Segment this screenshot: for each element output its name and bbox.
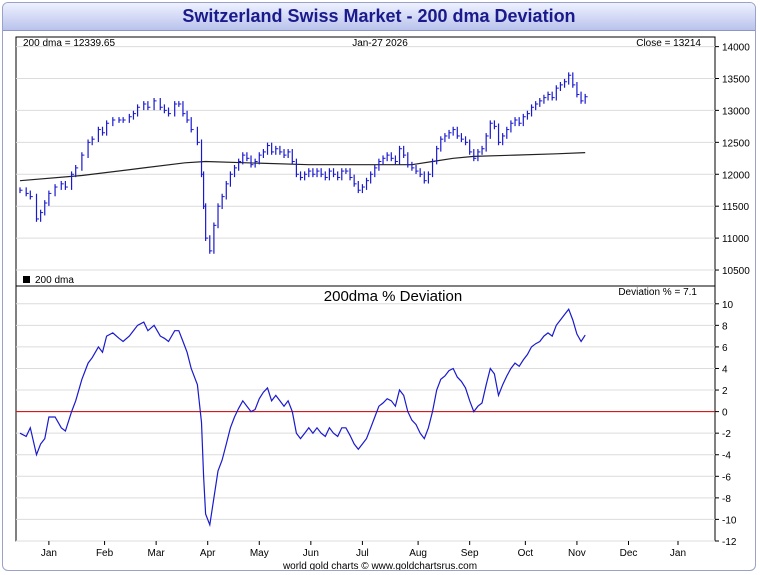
chart-title: Switzerland Swiss Market - 200 dma Devia… bbox=[182, 6, 576, 26]
price-y-tick-label: 12000 bbox=[722, 170, 750, 181]
ma-value-label: 200 dma = 12339.65 bbox=[23, 38, 115, 49]
chart-canvas: 10500 11000 11500 12000 12500 13000 13500 14000… bbox=[15, 36, 750, 571]
footer-credit: world gold charts © www.goldchartsrus.co… bbox=[282, 561, 477, 571]
x-tick-label: Mar bbox=[148, 548, 166, 559]
price-y-tick-label: 12500 bbox=[722, 138, 750, 149]
price-y-tick-label: 13000 bbox=[722, 106, 750, 117]
x-tick-label: Jan bbox=[41, 548, 57, 559]
deviation-y-tick-label: 4 bbox=[722, 364, 728, 375]
deviation-y-tick-label: -8 bbox=[722, 494, 731, 505]
ma-legend-swatch bbox=[23, 276, 30, 283]
x-tick-label: Oct bbox=[518, 548, 534, 559]
price-y-tick-label: 10500 bbox=[722, 266, 750, 277]
ma-legend-label: 200 dma bbox=[35, 275, 74, 286]
deviation-y-tick-label: -4 bbox=[722, 451, 731, 462]
close-value-label: Close = 13214 bbox=[636, 38, 701, 49]
x-tick-label: Sep bbox=[461, 548, 479, 559]
price-y-axis: 10500 11000 11500 12000 12500 13000 13500 14000 bbox=[715, 43, 750, 277]
price-gridlines bbox=[16, 46, 715, 271]
title-bar: Switzerland Swiss Market - 200 dma Devia… bbox=[3, 3, 755, 31]
x-tick-label: May bbox=[250, 548, 269, 559]
date-label: Jan-27 2026 bbox=[352, 38, 408, 49]
price-panel bbox=[15, 36, 716, 287]
deviation-y-tick-label: 6 bbox=[722, 343, 728, 354]
deviation-panel bbox=[15, 285, 716, 542]
price-y-tick-label: 11000 bbox=[722, 234, 750, 245]
deviation-y-tick-label: 2 bbox=[722, 386, 728, 397]
deviation-line bbox=[19, 307, 586, 528]
price-y-tick-label: 13500 bbox=[722, 75, 750, 86]
x-tick-label: Jan bbox=[670, 548, 686, 559]
deviation-y-tick-label: -2 bbox=[722, 429, 731, 440]
deviation-y-axis: -12 -10 -8 -6 -4 -2 0 2 4 6 8 10 bbox=[715, 300, 737, 548]
deviation-value-label: Deviation % = 7.1 bbox=[618, 287, 697, 298]
deviation-y-tick-label: -10 bbox=[722, 515, 737, 526]
x-tick-label: Aug bbox=[409, 548, 427, 559]
price-bars bbox=[19, 72, 588, 254]
deviation-y-tick-label: -12 bbox=[722, 537, 737, 548]
deviation-panel-title: 200dma % Deviation bbox=[324, 288, 462, 305]
x-tick-label: Dec bbox=[620, 548, 638, 559]
x-tick-label: Jul bbox=[356, 548, 369, 559]
price-y-tick-label: 11500 bbox=[722, 202, 750, 213]
deviation-y-tick-label: 0 bbox=[722, 408, 728, 419]
x-tick-label: Jun bbox=[303, 548, 319, 559]
ma-line bbox=[19, 152, 586, 182]
x-tick-label: Apr bbox=[200, 548, 216, 559]
deviation-y-tick-label: -6 bbox=[722, 472, 731, 483]
x-tick-label: Nov bbox=[568, 548, 586, 559]
x-axis: Jan Feb Mar Apr May Jun Jul Aug Sep Oct Nov Dec Jan bbox=[41, 541, 686, 559]
x-tick-label: Feb bbox=[96, 548, 114, 559]
price-y-tick-label: 14000 bbox=[722, 43, 750, 54]
deviation-y-tick-label: 10 bbox=[722, 300, 734, 311]
deviation-y-tick-label: 8 bbox=[722, 321, 728, 332]
